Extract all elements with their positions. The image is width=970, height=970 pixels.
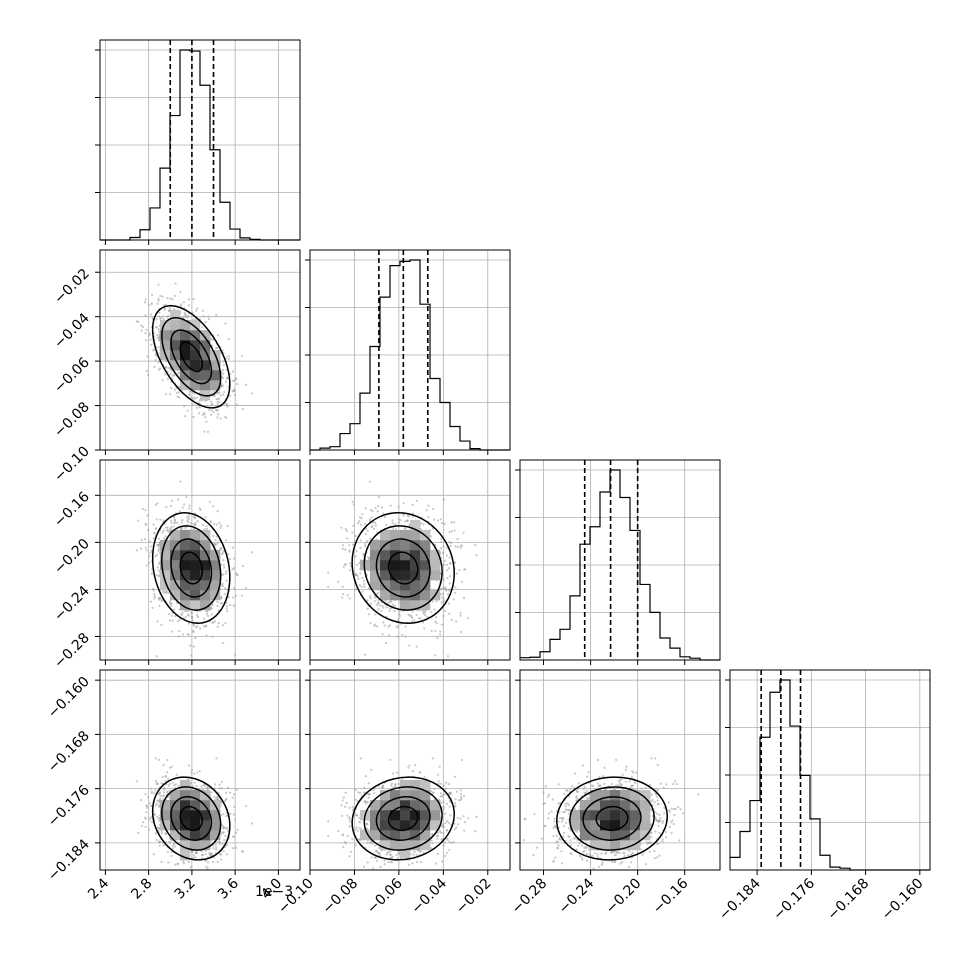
x-tick-label-1-3: −0.04 (409, 875, 451, 917)
scatter-panel-1-2 (305, 459, 511, 665)
contour-1-3-1 (375, 796, 431, 841)
x-tick-label-1-1: −0.08 (320, 876, 362, 918)
scatter-panel-2-3 (515, 669, 721, 875)
contour-1-3-2 (363, 786, 443, 851)
contour-0-2-2 (161, 525, 222, 611)
contour-2-3-2 (569, 786, 655, 851)
histogram-panel-3 (725, 669, 931, 875)
contour-0-2-3 (151, 512, 231, 624)
scatter-panel-0-3 (95, 669, 301, 875)
x-tick-label-2-2: −0.20 (603, 876, 645, 918)
y-tick-label-2-0: −0.28 (51, 630, 93, 672)
contour-2-3-3 (556, 776, 668, 861)
scatter-panel-0-1 (95, 249, 301, 455)
contour-0-3-3 (151, 776, 231, 861)
contour-1-2-3 (351, 512, 455, 624)
y-tick-label-3-3: −0.160 (45, 674, 93, 722)
y-tick-label-2-2: −0.20 (51, 536, 93, 578)
y-tick-label-2-1: −0.24 (51, 583, 93, 625)
x-tick-label-3-2: −0.168 (824, 876, 872, 924)
x-tick-label-0-3: 3.6 (215, 875, 242, 902)
x-tick-label-3-3: −0.160 (879, 876, 927, 924)
y-tick-label-1-2: −0.06 (51, 355, 93, 397)
histogram-step-0 (100, 49, 300, 241)
x-tick-label-0-2: 3.2 (172, 876, 199, 903)
contour-0-1-3 (151, 305, 231, 409)
histogram-panel-0 (95, 39, 301, 245)
x-tick-label-1-2: −0.06 (364, 875, 406, 917)
contour-0-1-2 (161, 317, 222, 397)
histogram-panel-1 (305, 249, 511, 455)
scatter-panel-0-2 (95, 459, 301, 665)
contour-1-2-0 (387, 551, 419, 585)
x-tick-label-0-0: 2.4 (85, 875, 112, 902)
y-tick-label-2-3: −0.16 (51, 489, 93, 531)
x-tick-label-3-0: −0.184 (716, 875, 764, 923)
contour-1-3-0 (387, 805, 419, 832)
y-tick-label-1-3: −0.04 (51, 310, 93, 352)
y-tick-label-1-4: −0.02 (51, 266, 93, 308)
contour-0-3-1 (170, 796, 213, 841)
contour-0-1-0 (179, 341, 204, 373)
contour-0-2-0 (179, 551, 204, 585)
x-tick-label-2-1: −0.24 (556, 875, 598, 917)
histogram-panel-2 (515, 459, 721, 665)
histogram-step-2 (520, 469, 720, 661)
y-tick-label-1-1: −0.08 (51, 399, 93, 441)
contour-2-3-0 (595, 805, 629, 832)
contour-0-1-1 (170, 329, 213, 385)
x-tick-label-2-3: −0.16 (650, 875, 692, 917)
y-tick-label-3-2: −0.168 (45, 728, 93, 776)
contour-2-3-1 (582, 796, 642, 841)
x-tick-label-0-1: 2.8 (128, 876, 155, 903)
histogram-step-1 (310, 259, 510, 451)
contour-0-3-2 (161, 786, 222, 851)
contour-0-3-0 (179, 805, 204, 832)
y-tick-label-3-1: −0.176 (45, 782, 93, 830)
x-tick-label-3-1: −0.176 (770, 875, 818, 923)
contour-1-2-2 (363, 525, 443, 611)
axis-offset-label: 1e−3 (255, 884, 293, 900)
x-tick-label-2-0: −0.28 (509, 876, 551, 918)
x-tick-label-1-4: −0.02 (453, 876, 495, 918)
y-tick-label-3-0: −0.184 (45, 836, 93, 884)
scatter-panel-1-3 (305, 669, 511, 875)
contour-1-2-1 (375, 538, 431, 598)
y-tick-label-1-0: −0.10 (51, 444, 93, 486)
contour-1-3-3 (351, 776, 455, 861)
contour-0-2-1 (170, 538, 213, 598)
